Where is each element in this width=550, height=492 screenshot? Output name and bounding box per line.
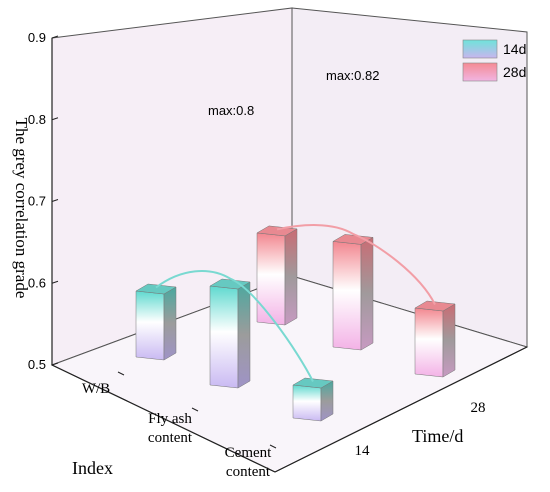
bar-top-face bbox=[414, 300, 456, 312]
bar-front-face bbox=[332, 241, 362, 351]
x-tick-label-line: content bbox=[226, 464, 271, 480]
bar-side-face bbox=[163, 286, 177, 361]
bar-top-face bbox=[292, 377, 334, 389]
x-tick-label: Cement content bbox=[225, 445, 272, 480]
bar-front-face bbox=[292, 384, 322, 422]
y-tick-label: 0.6 bbox=[28, 275, 46, 290]
legend-swatch-14d bbox=[462, 39, 498, 59]
bar-top-face bbox=[209, 278, 251, 290]
x-tick-label-line: Fly ash bbox=[148, 411, 192, 427]
max-label-28d: max:0.82 bbox=[326, 68, 379, 83]
y-tick-mark bbox=[51, 362, 59, 366]
time-tick-label: 14 bbox=[355, 443, 371, 459]
bars-group bbox=[135, 225, 456, 422]
bar-top-face bbox=[332, 234, 374, 245]
z-axis-line bbox=[274, 346, 528, 473]
x-tick-mark bbox=[269, 444, 277, 449]
bar-28d-0 bbox=[256, 225, 298, 326]
bar-14d-2 bbox=[292, 377, 334, 422]
bar-side-face bbox=[360, 236, 374, 351]
y-tick-label: 0.7 bbox=[28, 194, 46, 209]
y-axis-ticks: 0.5 0.6 0.7 0.8 0.9 bbox=[28, 30, 59, 372]
y-tick-label: 0.9 bbox=[28, 30, 46, 45]
x-tick-label-line: Cement bbox=[225, 445, 272, 461]
bar-14d-1 bbox=[209, 278, 251, 389]
x-axis-line bbox=[51, 364, 276, 473]
legend-label-14d: 14d bbox=[503, 41, 526, 57]
bar-side-face bbox=[442, 303, 456, 378]
legend-swatch-28d bbox=[462, 62, 498, 82]
bar-side-face bbox=[237, 281, 251, 389]
bar-front-face bbox=[209, 285, 239, 389]
y-tick-label: 0.8 bbox=[28, 112, 46, 127]
bar-top-face bbox=[135, 283, 177, 295]
x-tick-label-line: content bbox=[148, 430, 193, 446]
x-tick-mark bbox=[191, 407, 199, 412]
y-tick-mark bbox=[51, 117, 59, 121]
max-label-14d: max:0.8 bbox=[208, 103, 254, 118]
y-tick-mark bbox=[51, 280, 59, 284]
y-tick-label: 0.5 bbox=[28, 357, 46, 372]
trend-curve-28d bbox=[276, 224, 436, 305]
bar-side-face bbox=[284, 228, 298, 326]
legend: 14d 28d bbox=[462, 39, 526, 82]
time-axis-labels: 14 28 bbox=[355, 400, 486, 459]
bar-front-face bbox=[135, 290, 165, 361]
bar-14d-0 bbox=[135, 283, 177, 361]
bar-28d-1 bbox=[332, 234, 374, 351]
bar-28d-2 bbox=[414, 300, 456, 378]
legend-label-28d: 28d bbox=[503, 64, 526, 80]
x-tick-label: W/B bbox=[82, 381, 110, 397]
x-axis-labels: W/B Fly ash content Cement content bbox=[82, 371, 277, 480]
y-tick-mark bbox=[51, 199, 59, 202]
x-tick-label: Fly ash content bbox=[148, 411, 193, 446]
x-tick-mark bbox=[117, 371, 125, 376]
bar-front-face bbox=[414, 307, 444, 378]
bar-front-face bbox=[256, 232, 286, 326]
time-axis-title: Time/d bbox=[412, 426, 463, 446]
trend-curve-14d bbox=[155, 270, 314, 382]
y-axis-title: The grey correlation grade bbox=[12, 118, 31, 299]
x-axis-title: Index bbox=[72, 458, 113, 478]
x-tick-label-line: W/B bbox=[82, 381, 110, 397]
y-tick-mark bbox=[51, 35, 59, 39]
time-tick-label: 28 bbox=[471, 400, 486, 416]
